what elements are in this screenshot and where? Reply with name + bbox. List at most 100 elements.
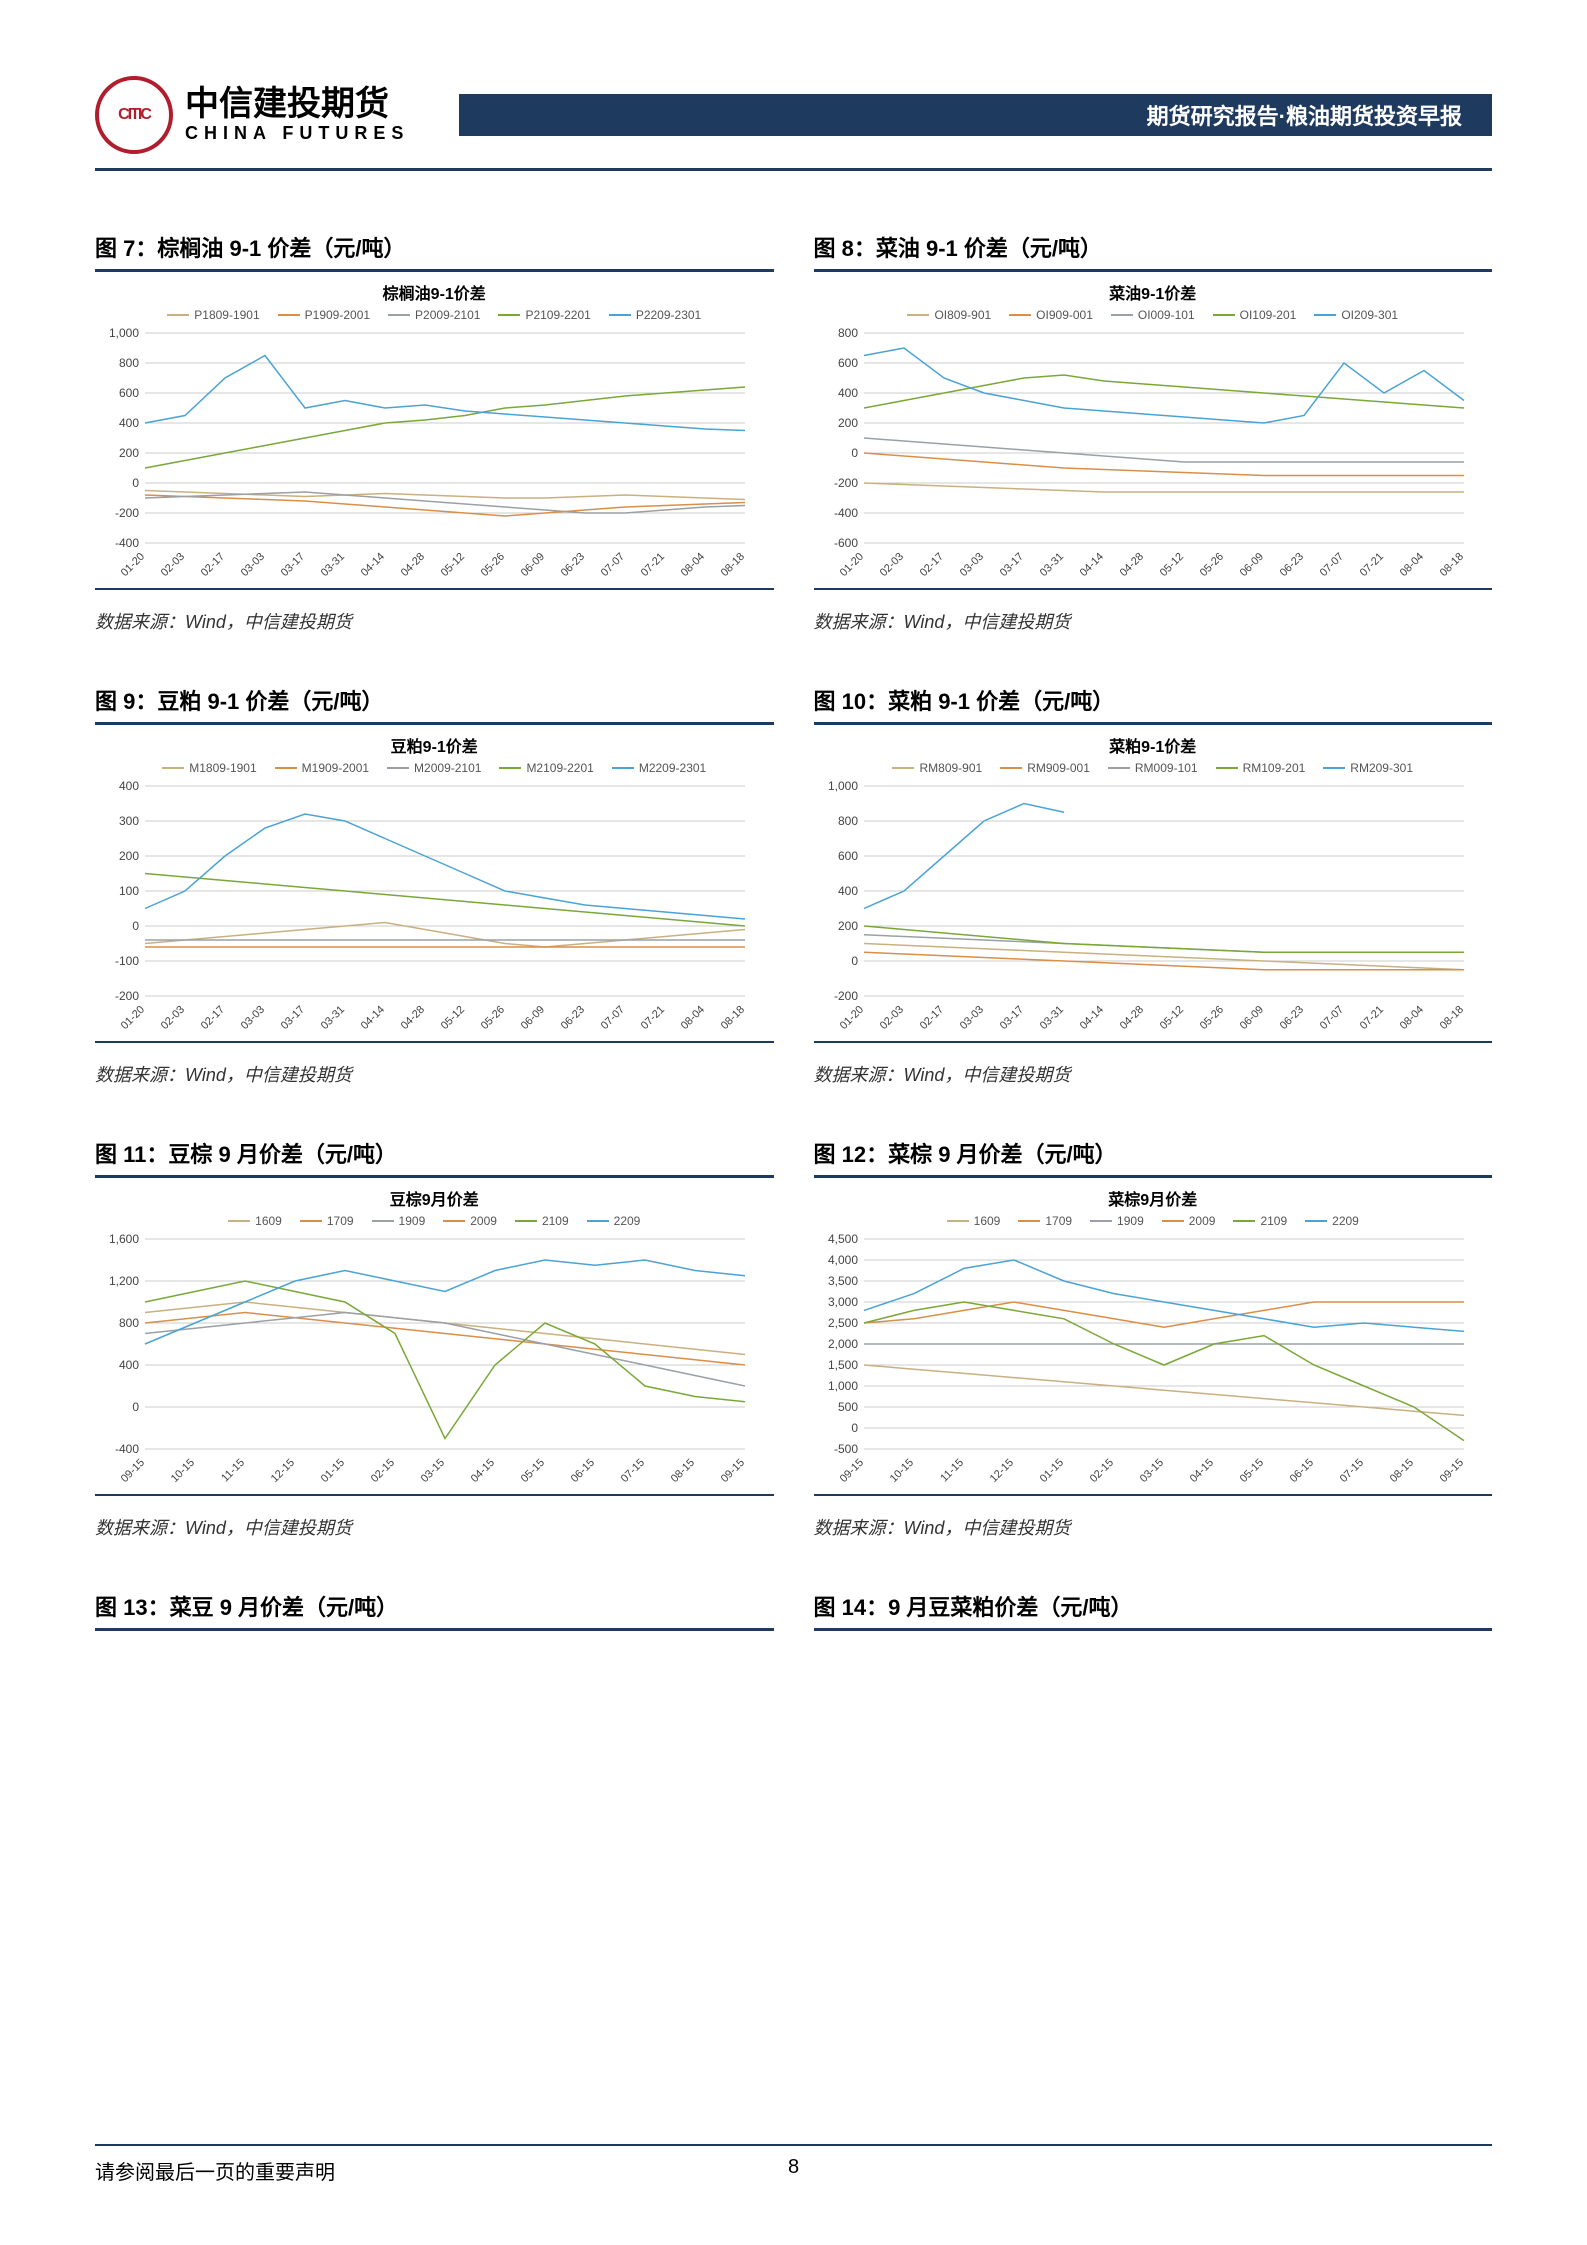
chart-block: 图 12：菜棕 9 月价差（元/吨）菜棕9月价差1609170919092009…	[814, 1137, 1493, 1540]
legend-item: P2109-2201	[498, 308, 590, 322]
legend-label: M2009-2101	[414, 761, 481, 775]
svg-text:2,000: 2,000	[827, 1337, 857, 1351]
svg-text:02-17: 02-17	[199, 551, 227, 579]
chart-source: 数据来源：Wind，中信建投期货	[814, 1514, 1493, 1540]
svg-text:03-17: 03-17	[279, 1004, 307, 1032]
chart-inner-title: 豆棕9月价差	[95, 1186, 774, 1210]
legend-item: RM209-301	[1323, 761, 1413, 775]
legend-item: M1809-1901	[162, 761, 256, 775]
legend-item: OI209-301	[1314, 308, 1398, 322]
svg-text:10-15: 10-15	[169, 1457, 197, 1485]
svg-text:08-18: 08-18	[1437, 551, 1465, 579]
svg-text:08-18: 08-18	[719, 1004, 747, 1032]
svg-text:-400: -400	[115, 536, 139, 550]
svg-text:400: 400	[837, 884, 857, 898]
svg-text:200: 200	[119, 446, 139, 460]
svg-text:05-26: 05-26	[479, 551, 507, 579]
svg-text:12-15: 12-15	[269, 1457, 297, 1485]
legend-swatch	[300, 1220, 322, 1222]
svg-text:06-23: 06-23	[1277, 1004, 1305, 1032]
svg-text:01-15: 01-15	[319, 1457, 347, 1485]
svg-text:06-15: 06-15	[1287, 1457, 1315, 1485]
legend-swatch	[1000, 767, 1022, 769]
legend-label: OI909-001	[1036, 308, 1093, 322]
svg-text:05-15: 05-15	[519, 1457, 547, 1485]
legend-swatch	[587, 1220, 609, 1222]
legend-label: RM009-101	[1135, 761, 1198, 775]
svg-text:4,000: 4,000	[827, 1253, 857, 1267]
chart-block: 图 13：菜豆 9 月价差（元/吨）	[95, 1590, 774, 1647]
chart-legend: 160917091909200921092209	[95, 1214, 774, 1228]
legend-item: RM009-101	[1108, 761, 1198, 775]
svg-text:11-15: 11-15	[219, 1457, 247, 1485]
svg-text:400: 400	[119, 416, 139, 430]
chart-legend: M1809-1901M1909-2001M2009-2101M2109-2201…	[95, 761, 774, 775]
legend-swatch	[1108, 767, 1130, 769]
legend-label: OI009-101	[1138, 308, 1195, 322]
legend-label: 2109	[1260, 1214, 1287, 1228]
svg-text:07-21: 07-21	[1357, 1004, 1385, 1032]
svg-text:05-12: 05-12	[1157, 1004, 1185, 1032]
svg-text:0: 0	[132, 919, 139, 933]
svg-text:400: 400	[119, 1358, 139, 1372]
legend-swatch	[1213, 314, 1235, 316]
chart-svg: -40004008001,2001,60009-1510-1511-1512-1…	[95, 1234, 755, 1494]
legend-swatch	[387, 767, 409, 769]
chart-source: 数据来源：Wind，中信建投期货	[95, 1061, 774, 1087]
legend-label: 1709	[1045, 1214, 1072, 1228]
chart-inner-title: 菜棕9月价差	[814, 1186, 1493, 1210]
chart-inner-title: 菜粕9-1价差	[814, 733, 1493, 757]
legend-swatch	[907, 314, 929, 316]
svg-text:07-07: 07-07	[599, 1004, 627, 1032]
svg-text:-400: -400	[833, 506, 857, 520]
svg-text:600: 600	[119, 386, 139, 400]
chart-plot: -200-100010020030040001-2002-0302-1703-0…	[95, 781, 774, 1043]
svg-text:04-14: 04-14	[359, 551, 387, 579]
chart-plot: -20002004006008001,00001-2002-0302-1703-…	[814, 781, 1493, 1043]
legend-swatch	[1216, 767, 1238, 769]
legend-swatch	[1314, 314, 1336, 316]
page-footer: 请参阅最后一页的重要声明 8	[95, 2144, 1492, 2185]
chart-source: 数据来源：Wind，中信建投期货	[95, 1514, 774, 1540]
svg-text:-400: -400	[115, 1442, 139, 1456]
svg-text:0: 0	[132, 476, 139, 490]
svg-text:2,500: 2,500	[827, 1316, 857, 1330]
chart-svg: -50005001,0001,5002,0002,5003,0003,5004,…	[814, 1234, 1474, 1494]
svg-text:01-20: 01-20	[837, 1004, 865, 1032]
chart-block: 图 9：豆粕 9-1 价差（元/吨）豆粕9-1价差M1809-1901M1909…	[95, 684, 774, 1087]
svg-text:06-09: 06-09	[519, 551, 547, 579]
legend-item: 1909	[1090, 1214, 1144, 1228]
svg-text:03-31: 03-31	[1037, 551, 1065, 579]
legend-label: 1909	[399, 1214, 426, 1228]
svg-text:04-14: 04-14	[1077, 1004, 1105, 1032]
svg-text:-200: -200	[115, 506, 139, 520]
legend-swatch	[1305, 1220, 1327, 1222]
legend-label: 2009	[1189, 1214, 1216, 1228]
svg-text:04-14: 04-14	[359, 1004, 387, 1032]
chart-source: 数据来源：Wind，中信建投期货	[814, 608, 1493, 634]
svg-text:-500: -500	[833, 1442, 857, 1456]
svg-text:12-15: 12-15	[987, 1457, 1015, 1485]
legend-item: P2009-2101	[388, 308, 480, 322]
svg-text:07-07: 07-07	[1317, 551, 1345, 579]
svg-text:03-15: 03-15	[1137, 1457, 1165, 1485]
svg-text:05-12: 05-12	[439, 551, 467, 579]
chart-title: 图 11：豆棕 9 月价差（元/吨）	[95, 1137, 774, 1178]
svg-text:07-07: 07-07	[599, 551, 627, 579]
chart-block: 图 11：豆棕 9 月价差（元/吨） 豆棕9月价差 1609170919092009…	[95, 1137, 774, 1540]
svg-text:06-09: 06-09	[1237, 1004, 1265, 1032]
chart-plot: -600-400-200020040060080001-2002-0302-17…	[814, 328, 1493, 590]
legend-label: M1909-2001	[302, 761, 369, 775]
svg-text:03-03: 03-03	[239, 1004, 267, 1032]
legend-swatch	[947, 1220, 969, 1222]
svg-text:03-03: 03-03	[957, 1004, 985, 1032]
svg-text:01-15: 01-15	[1037, 1457, 1065, 1485]
svg-text:03-31: 03-31	[1037, 1004, 1065, 1032]
svg-text:800: 800	[837, 814, 857, 828]
svg-text:04-28: 04-28	[1117, 1004, 1145, 1032]
svg-text:800: 800	[119, 1316, 139, 1330]
svg-text:04-28: 04-28	[1117, 551, 1145, 579]
svg-text:0: 0	[851, 954, 858, 968]
svg-text:05-12: 05-12	[1157, 551, 1185, 579]
logo-text-cn: 中信建投期货	[185, 86, 409, 123]
